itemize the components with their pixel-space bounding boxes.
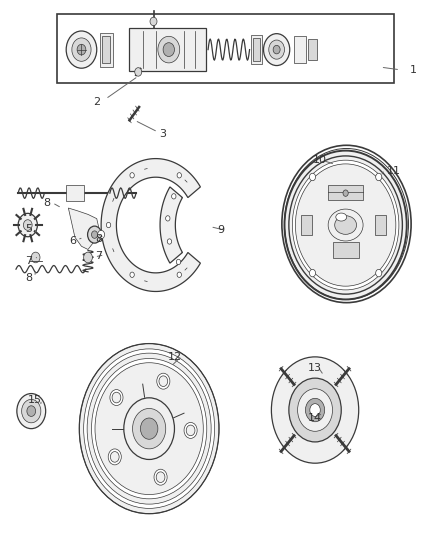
Circle shape [95,363,203,495]
Circle shape [264,34,290,66]
Circle shape [157,373,170,389]
Circle shape [92,359,207,499]
Circle shape [21,399,41,423]
Circle shape [158,36,180,63]
Text: 7: 7 [25,256,33,266]
Circle shape [295,164,396,286]
Circle shape [289,378,341,442]
Circle shape [88,226,102,243]
Text: 8: 8 [95,234,102,244]
Circle shape [17,393,46,429]
Circle shape [66,31,97,68]
Circle shape [297,389,332,431]
Bar [102,36,110,63]
Circle shape [110,451,119,462]
Bar [57,14,394,83]
Circle shape [292,160,399,290]
Circle shape [27,406,35,416]
Text: 3: 3 [159,128,166,139]
Circle shape [305,398,325,422]
Circle shape [172,193,176,199]
Polygon shape [332,242,359,258]
Circle shape [141,418,158,439]
Bar [375,215,386,235]
Circle shape [273,45,280,54]
Text: 8: 8 [25,273,33,283]
Text: 12: 12 [168,352,182,362]
Text: 14: 14 [308,413,322,423]
Text: 5: 5 [25,224,32,235]
Ellipse shape [335,216,357,235]
Bar [66,185,84,201]
Text: 7: 7 [95,251,102,261]
Bar [130,28,206,71]
Circle shape [130,173,134,178]
Circle shape [167,239,172,244]
Text: 6: 6 [69,236,76,246]
Circle shape [184,423,197,438]
Circle shape [285,151,407,300]
Ellipse shape [328,209,363,241]
Circle shape [106,222,111,228]
Bar [307,39,317,60]
Circle shape [272,357,359,463]
Circle shape [376,269,382,277]
Circle shape [177,173,181,178]
Circle shape [309,269,315,277]
Circle shape [135,68,142,76]
Text: 13: 13 [308,362,322,373]
Circle shape [87,353,211,504]
Text: 1: 1 [410,65,417,75]
Circle shape [112,392,121,403]
Circle shape [72,38,91,61]
Circle shape [84,349,215,508]
Bar [100,33,113,67]
Circle shape [159,376,168,386]
Circle shape [150,17,157,26]
Circle shape [154,469,167,485]
Circle shape [310,403,320,416]
Circle shape [289,156,403,294]
Circle shape [186,425,195,435]
Circle shape [130,272,134,277]
Circle shape [84,252,92,263]
Polygon shape [68,208,99,249]
Text: 9: 9 [218,225,225,236]
Circle shape [156,472,165,482]
Polygon shape [101,159,201,292]
Circle shape [166,216,170,221]
Text: 11: 11 [387,166,401,176]
Bar [251,35,262,64]
Circle shape [163,43,174,56]
Circle shape [177,259,181,264]
Circle shape [92,231,98,238]
Circle shape [269,40,285,59]
Bar [301,215,311,235]
Circle shape [376,173,382,181]
Circle shape [343,190,348,196]
Bar [294,36,306,63]
Circle shape [98,230,105,239]
Polygon shape [160,187,183,263]
Text: 8: 8 [43,198,50,208]
Circle shape [110,390,123,406]
Circle shape [177,272,181,277]
Circle shape [31,252,40,263]
Circle shape [133,408,166,449]
Circle shape [79,344,219,514]
Ellipse shape [336,213,347,221]
Circle shape [108,449,121,465]
Text: 15: 15 [28,395,42,406]
Bar [328,184,363,199]
Text: 10: 10 [312,155,326,165]
Circle shape [309,173,315,181]
Circle shape [77,44,86,55]
Bar [253,38,260,61]
Circle shape [18,213,37,237]
Circle shape [124,398,174,459]
Circle shape [23,220,32,230]
Text: 2: 2 [93,96,100,107]
